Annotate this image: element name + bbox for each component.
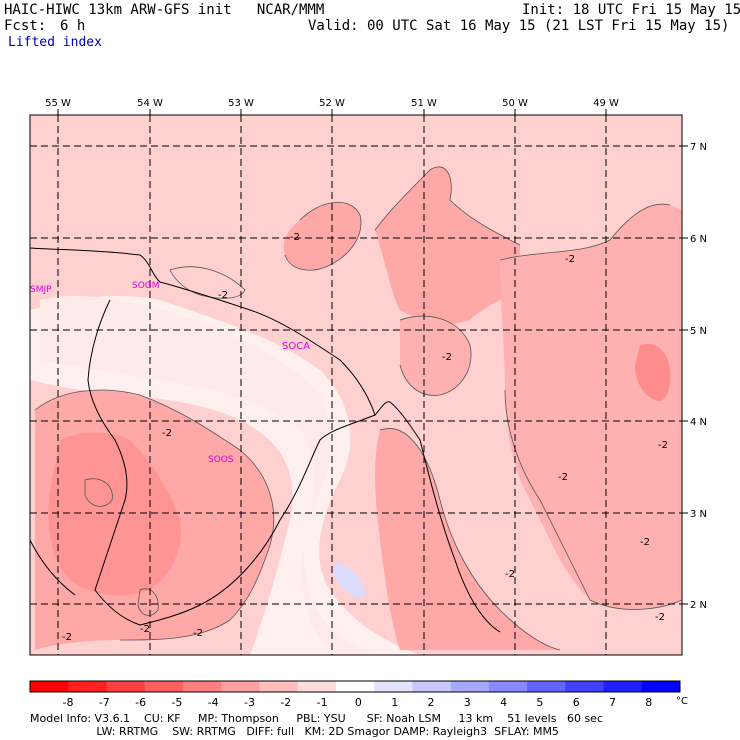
contour-label: -2 — [558, 472, 568, 483]
colorbar-tick-label: -1 — [316, 696, 328, 709]
contour-label: -2 — [658, 440, 668, 451]
contour-label: -2 — [565, 254, 575, 265]
contour-label: -2 — [140, 624, 150, 635]
contour-label: -2 — [193, 628, 203, 639]
init-time: Init: 18 UTC Fri 15 May 15 — [522, 2, 740, 18]
field-name: Lifted index — [8, 35, 102, 50]
instability-zone-northeast — [375, 166, 520, 325]
colorbar-swatch — [68, 681, 107, 692]
contour-label: -2 — [655, 612, 665, 623]
colorbar-swatch — [565, 681, 605, 692]
stable-pocket — [333, 564, 366, 598]
colorbar-tick-label: -3 — [244, 696, 255, 709]
colorbar-swatch — [106, 681, 146, 692]
contour-lines — [34, 166, 683, 651]
lat-label-2n: 2 N — [690, 600, 707, 611]
lat-label-3n: 3 N — [690, 509, 707, 520]
model-info-line2: LW: RRTMG SW: RRTMG DIFF: full KM: 2D Sm… — [30, 725, 559, 738]
coastline — [29, 247, 501, 633]
colorbar-tick-label: -2 — [280, 696, 292, 709]
lat-label-4n: 4 N — [690, 417, 707, 428]
station-label-soca: SOCA — [282, 341, 310, 352]
colorbar-swatch — [641, 681, 681, 692]
colorbar-tick-label: -5 — [171, 696, 183, 709]
contour-label: -2 — [62, 632, 72, 643]
colorbar-swatch — [374, 681, 413, 692]
colorbar-tick-label: 3 — [463, 696, 471, 709]
colorbar-swatch — [527, 681, 566, 692]
weak-instability-core — [40, 295, 400, 655]
lon-label-50w: 50 W — [502, 98, 528, 109]
instability-zone-north — [283, 202, 361, 271]
lon-label-53w: 53 W — [228, 98, 254, 109]
colorbar-swatch — [603, 681, 643, 692]
contour-label: -2 — [505, 569, 515, 580]
model-title: HAIC-HIWC 13km ARW-GFS init NCAR/MMM — [4, 2, 325, 18]
contour-label: -2 — [218, 290, 228, 301]
colorbar-swatch — [30, 681, 69, 692]
colorbar-swatch — [221, 681, 260, 692]
colorbar-tick-label: 7 — [609, 696, 616, 709]
lon-label-55w: 55 W — [45, 98, 71, 109]
colorbar-swatch — [412, 681, 452, 692]
instability-core-east — [635, 343, 671, 401]
forecast-hour: 6 h — [60, 18, 86, 34]
colorbar-swatch — [450, 681, 490, 692]
map-frame — [29, 114, 683, 656]
colorbar-frame — [29, 680, 681, 693]
colorbar-tick-label: 4 — [500, 696, 508, 709]
colorbar-tick-label: 5 — [536, 696, 544, 709]
lat-lon-grid — [30, 115, 682, 655]
station-label-soos: SOOS — [208, 455, 234, 465]
colorbar-swatch — [144, 681, 184, 692]
colorbar-swatch — [335, 681, 375, 692]
instability-core-southwest — [48, 432, 181, 596]
station-label-smjp: SMJP — [30, 285, 52, 295]
contour-label: -2 — [640, 537, 650, 548]
lon-label-52w: 52 W — [319, 98, 345, 109]
valid-time: Valid: 00 UTC Sat 16 May 15 (21 LST Fri … — [308, 18, 730, 34]
station-label-sogm: SOGM — [132, 281, 160, 291]
contour-label: -2 — [442, 352, 452, 363]
colorbar-swatch — [182, 681, 222, 692]
instability-zone-east — [500, 204, 682, 610]
lon-label-51w: 51 W — [411, 98, 437, 109]
instability-zone-central — [400, 316, 471, 396]
colorbar-tick-label: -8 — [62, 696, 74, 709]
frame-ticks — [57, 109, 688, 605]
colorbar-unit: °C — [676, 696, 688, 707]
weak-instability-zone — [30, 295, 420, 655]
lon-label-49w: 49 W — [593, 98, 619, 109]
model-info-line1: Model Info: V3.6.1 CU: KF MP: Thompson P… — [30, 712, 603, 725]
lat-label-5n: 5 N — [690, 326, 707, 337]
contour-label: -2 — [290, 232, 300, 243]
forecast-label: Fcst: — [4, 18, 47, 34]
colorbar-tick-label: 2 — [427, 696, 435, 709]
colorbar-swatch — [488, 681, 528, 692]
colorbar-tick-label: 8 — [645, 696, 653, 709]
lat-label-6n: 6 N — [690, 234, 707, 245]
colorbar-tick-label: -6 — [135, 696, 147, 709]
colorbar-tick-label: 1 — [391, 696, 399, 709]
contour-label: -2 — [162, 428, 172, 439]
colorbar-tick-label: -4 — [207, 696, 219, 709]
instability-zone-south — [375, 428, 560, 650]
colorbar-tick-label: -7 — [98, 696, 110, 709]
colorbar-swatch — [259, 681, 299, 692]
colorbar-tick-label: 0 — [354, 696, 362, 709]
colorbar-swatch — [297, 681, 337, 692]
lat-label-7n: 7 N — [690, 142, 707, 153]
lon-label-54w: 54 W — [137, 98, 163, 109]
colorbar — [29, 680, 681, 693]
colorbar-tick-label: 6 — [572, 696, 580, 709]
